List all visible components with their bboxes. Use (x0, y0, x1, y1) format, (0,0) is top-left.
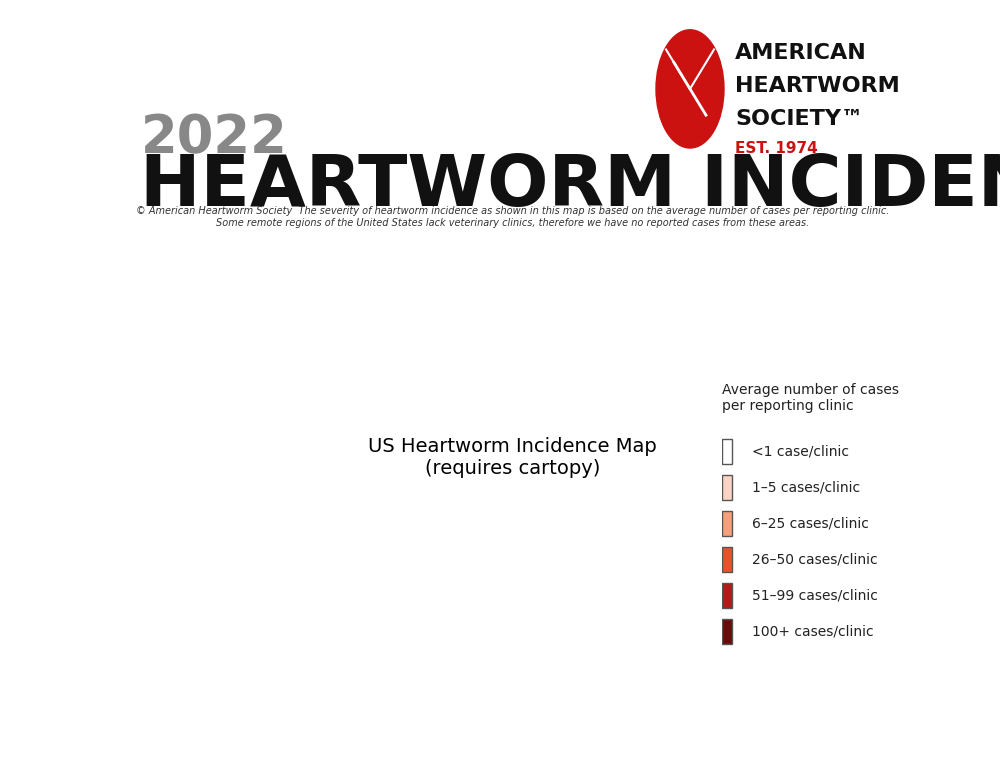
Text: © American Heartworm Society  The severity of heartworm incidence as shown in th: © American Heartworm Society The severit… (136, 206, 889, 228)
FancyBboxPatch shape (722, 475, 732, 500)
Text: 6–25 cases/clinic: 6–25 cases/clinic (752, 517, 869, 531)
Text: EST. 1974: EST. 1974 (735, 141, 818, 156)
Ellipse shape (656, 29, 724, 148)
Text: 51–99 cases/clinic: 51–99 cases/clinic (752, 589, 878, 603)
Text: <1 case/clinic: <1 case/clinic (752, 444, 849, 459)
FancyBboxPatch shape (722, 547, 732, 572)
Text: Average number of cases
per reporting clinic: Average number of cases per reporting cl… (722, 383, 899, 413)
Text: 26–50 cases/clinic: 26–50 cases/clinic (752, 553, 878, 567)
Text: HEARTWORM: HEARTWORM (735, 76, 900, 96)
FancyBboxPatch shape (722, 439, 732, 465)
FancyBboxPatch shape (722, 619, 732, 644)
Text: 1–5 cases/clinic: 1–5 cases/clinic (752, 481, 861, 495)
FancyBboxPatch shape (722, 584, 732, 608)
FancyBboxPatch shape (722, 511, 732, 536)
Text: 2022: 2022 (140, 112, 287, 164)
Text: 100+ cases/clinic: 100+ cases/clinic (752, 625, 874, 638)
Text: AMERICAN: AMERICAN (735, 43, 867, 63)
Text: SOCIETY™: SOCIETY™ (735, 108, 863, 128)
Text: US Heartworm Incidence Map
(requires cartopy): US Heartworm Incidence Map (requires car… (368, 437, 657, 478)
Text: HEARTWORM INCIDENCE: HEARTWORM INCIDENCE (140, 152, 1000, 220)
